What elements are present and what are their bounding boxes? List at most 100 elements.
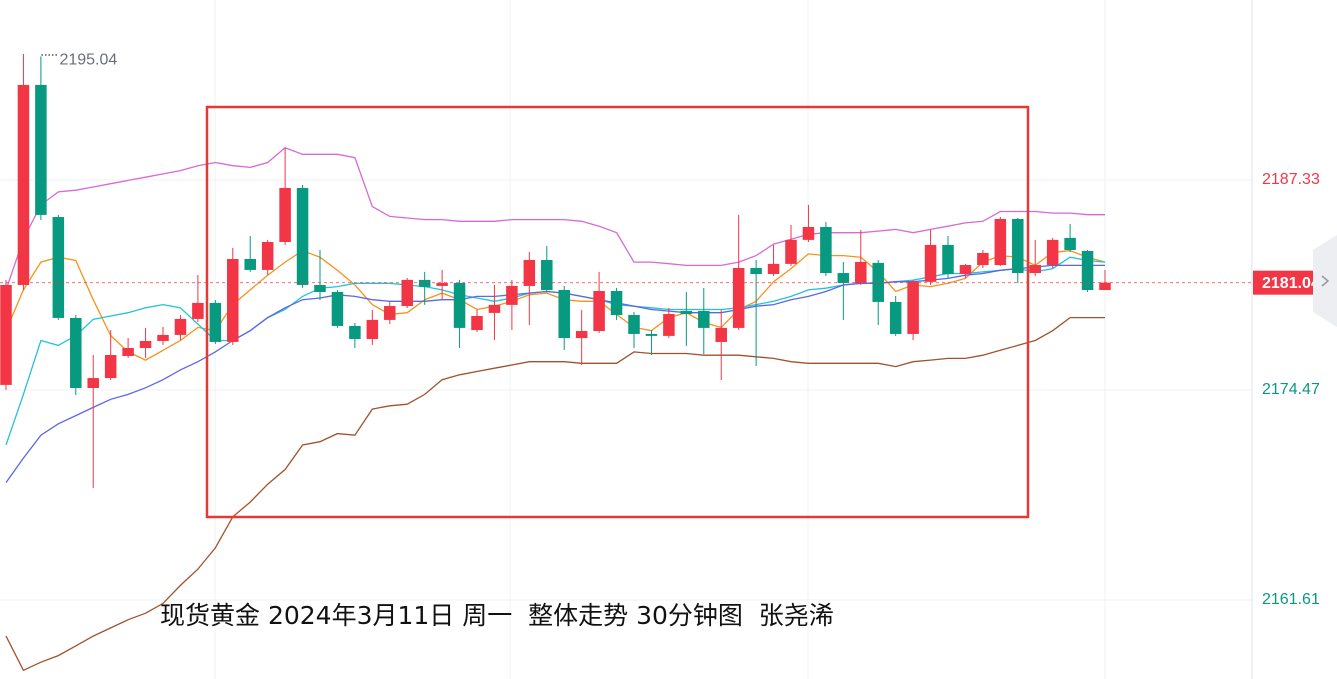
candle	[663, 307, 675, 339]
candle	[87, 355, 99, 488]
candle	[349, 323, 361, 348]
candle-body	[331, 291, 344, 326]
candle-body	[1081, 250, 1094, 291]
candle	[104, 330, 117, 380]
candle	[924, 229, 937, 285]
candle	[70, 315, 82, 396]
candle-body	[1099, 282, 1111, 291]
candle-body	[227, 258, 239, 342]
candle-body	[959, 265, 972, 275]
candle-body	[279, 187, 291, 243]
candle	[122, 338, 134, 358]
candle	[523, 251, 536, 325]
candle-body	[558, 290, 570, 339]
candle-body	[942, 244, 954, 275]
candle-body	[750, 267, 762, 275]
candle-body	[296, 187, 309, 285]
scroll-tab[interactable]	[1313, 235, 1337, 327]
candle	[855, 229, 867, 285]
candle-body	[453, 282, 466, 328]
candle	[1099, 269, 1111, 291]
candle	[802, 204, 815, 243]
candle-body	[418, 279, 431, 287]
candle	[157, 326, 169, 345]
candle-body	[52, 217, 65, 318]
candle-body	[785, 239, 797, 264]
candle	[1046, 237, 1059, 268]
last-price-label: 2181.04	[1262, 275, 1320, 292]
candle-body	[645, 333, 658, 336]
scroll-arrow[interactable]	[1321, 275, 1330, 287]
candle-body	[209, 302, 222, 342]
candle	[610, 287, 623, 320]
candle-body	[401, 279, 413, 307]
candle	[785, 225, 797, 267]
candle-body	[366, 319, 379, 340]
candle	[261, 239, 274, 275]
candle-body	[994, 218, 1007, 266]
candle-body	[541, 259, 553, 291]
candle	[52, 214, 65, 320]
candle-body	[889, 301, 902, 334]
candle-body	[593, 291, 605, 332]
candle-body	[698, 310, 710, 328]
candle-body	[471, 315, 483, 331]
candle-body	[0, 284, 12, 385]
highlight-box	[205, 105, 1030, 519]
candle-body	[820, 226, 832, 274]
candle-body	[802, 226, 815, 240]
candle-body	[680, 310, 693, 315]
candle-body	[436, 282, 448, 286]
candle-body	[122, 347, 134, 356]
candle-body	[523, 259, 536, 286]
candle	[279, 147, 291, 245]
candle	[296, 185, 309, 288]
grid	[0, 0, 1252, 679]
candle	[820, 221, 832, 276]
candle	[977, 250, 989, 268]
candle-body	[157, 334, 169, 341]
candle	[732, 214, 745, 331]
y-tick-label: 2187.33	[1262, 171, 1320, 188]
candle-body	[663, 314, 675, 336]
candle	[436, 269, 448, 300]
candle-body	[715, 327, 727, 342]
candle	[575, 309, 588, 365]
candle	[418, 271, 431, 305]
candle	[959, 263, 972, 278]
candle	[506, 279, 518, 331]
candle-body	[314, 284, 326, 292]
candle	[698, 287, 710, 355]
candle-body	[104, 355, 117, 379]
candle	[680, 291, 693, 346]
candle	[645, 330, 658, 356]
candle-body	[17, 84, 30, 285]
candle-body	[1064, 237, 1076, 251]
y-tick-label: 2174.47	[1262, 381, 1320, 398]
indicator-line	[5, 316, 1105, 672]
candle	[17, 54, 30, 291]
candles	[0, 54, 1111, 488]
candle	[174, 315, 187, 340]
candle	[889, 295, 902, 336]
candle	[1012, 218, 1024, 283]
indicator-lines	[5, 147, 1106, 672]
candle	[139, 327, 152, 358]
candle	[401, 277, 413, 308]
candle-body	[506, 285, 518, 305]
candle-body	[977, 252, 989, 266]
candle	[209, 299, 222, 344]
candle	[558, 285, 570, 350]
candle	[488, 284, 501, 340]
candle-body	[610, 291, 623, 316]
candle-body	[837, 273, 850, 283]
candle	[244, 235, 256, 272]
candle	[35, 56, 47, 220]
high-label: 2195.04	[59, 51, 117, 68]
candle	[331, 290, 344, 328]
candle	[1064, 223, 1076, 252]
candle	[750, 259, 762, 366]
candle	[471, 309, 483, 332]
